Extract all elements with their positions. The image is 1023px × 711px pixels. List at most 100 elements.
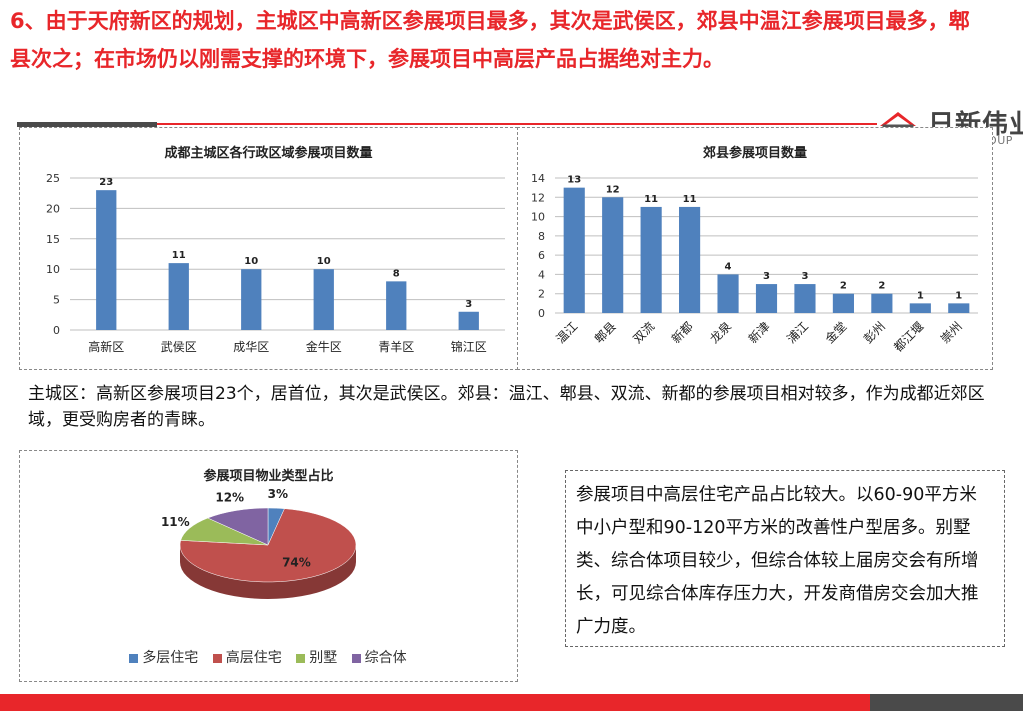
pie-value-label: 74% <box>282 555 311 569</box>
analysis-note-text: 参展项目中高层住宅产品占比较大。以60-90平方米中小户型和90-120平方米的… <box>576 485 979 637</box>
bar <box>717 274 739 313</box>
pie-value-label: 11% <box>161 515 190 529</box>
x-tick-label: 浦江 <box>784 319 811 346</box>
y-tick-label: 14 <box>531 172 545 185</box>
y-tick-label: 20 <box>46 202 60 215</box>
data-label: 11 <box>644 194 658 205</box>
bar <box>602 197 624 313</box>
y-tick-label: 4 <box>538 268 545 281</box>
urban-districts-chart-panel: 成都主城区各行政区域参展项目数量 0 5 10 15 20 25 23 高新区 11 武侯区 10 成… <box>19 127 518 370</box>
legend-item: 多层住宅 <box>129 647 198 667</box>
bar <box>313 269 334 330</box>
data-label: 4 <box>725 261 732 272</box>
data-label: 11 <box>683 194 697 205</box>
urban-districts-bar-chart: 0 5 10 15 20 25 23 高新区 11 武侯区 10 成华区 10 金牛区 8 青羊区 3 锦江区 <box>46 172 505 354</box>
pie-slice <box>207 507 269 546</box>
title-rule-dark <box>17 122 157 127</box>
data-label: 11 <box>172 250 186 261</box>
x-tick-label: 崇州 <box>938 319 965 346</box>
property-type-pie-panel: 参展项目物业类型占比 3% 74% 11% 12% <box>19 450 518 682</box>
bar <box>679 206 701 313</box>
x-tick-label: 龙泉 <box>707 319 734 346</box>
chart-title: 郊县参展项目数量 <box>702 146 807 161</box>
pie-legend: 多层住宅 高层住宅 别墅 综合体 <box>20 647 516 667</box>
data-label: 3 <box>763 271 770 282</box>
x-tick-label: 都江堰 <box>891 319 926 354</box>
x-tick-label: 青羊区 <box>378 339 414 354</box>
data-label: 10 <box>317 256 331 267</box>
x-tick-label: 武侯区 <box>161 340 197 354</box>
y-tick-label: 0 <box>53 324 60 337</box>
bar <box>640 206 662 313</box>
footer-bar-red <box>0 694 1023 711</box>
bar <box>755 284 778 313</box>
pie-slice-side <box>180 545 356 599</box>
bar <box>832 293 854 313</box>
data-label: 2 <box>878 281 885 292</box>
y-tick-label: 15 <box>46 233 60 246</box>
property-type-pie-chart: 3% 74% 11% 12% <box>161 487 357 599</box>
pie-value-label: 3% <box>268 487 288 501</box>
bar <box>563 187 585 313</box>
data-label: 10 <box>244 256 258 267</box>
data-label: 3 <box>465 299 472 310</box>
bar <box>871 293 893 313</box>
data-label: 8 <box>393 268 400 279</box>
x-tick-label: 郫县 <box>591 319 619 347</box>
y-tick-label: 10 <box>46 263 60 276</box>
bar <box>168 263 189 330</box>
y-tick-label: 6 <box>538 249 545 262</box>
legend-swatch <box>351 653 361 663</box>
data-label: 23 <box>99 177 113 188</box>
data-label: 13 <box>567 175 581 186</box>
x-tick-label: 成华区 <box>233 340 269 354</box>
chart-title: 成都主城区各行政区域参展项目数量 <box>164 146 373 161</box>
bar <box>241 269 262 330</box>
y-tick-label: 12 <box>531 191 545 204</box>
bar <box>386 281 407 330</box>
suburban-counties-chart-panel: 郊县参展项目数量 0 2 4 6 8 10 12 14 13 温江 12 郫县 11 双流 11 新都 4 龙泉 3… <box>517 127 993 370</box>
bar <box>96 190 117 330</box>
analysis-note-box: 参展项目中高层住宅产品占比较大。以60-90平方米中小户型和90-120平方米的… <box>565 470 1005 647</box>
legend-swatch <box>296 653 306 663</box>
legend-item: 高层住宅 <box>212 647 282 667</box>
x-tick-label: 锦江区 <box>451 340 487 354</box>
y-tick-label: 10 <box>531 211 545 224</box>
y-tick-label: 2 <box>538 288 545 301</box>
x-tick-label: 双流 <box>630 319 657 346</box>
x-tick-label: 新都 <box>668 319 696 347</box>
bar <box>794 284 816 313</box>
title-rule-red <box>157 123 877 125</box>
chart-title: 参展项目物业类型占比 <box>203 469 334 484</box>
y-tick-label: 8 <box>538 230 545 243</box>
legend-item: 综合体 <box>351 647 407 667</box>
legend-label: 综合体 <box>364 650 407 666</box>
data-label: 2 <box>840 281 847 292</box>
headline: 6、由于天府新区的规划，主城区中高新区参展项目最多，其次是武侯区，郊县中温江参展… <box>10 9 970 71</box>
data-label: 1 <box>955 290 962 301</box>
legend-swatch <box>129 653 139 663</box>
data-label: 12 <box>606 184 620 195</box>
legend-item: 别墅 <box>296 647 337 667</box>
x-tick-label: 金堂 <box>822 319 850 347</box>
pie-slice <box>179 508 357 583</box>
legend-label: 多层住宅 <box>142 650 199 666</box>
bar <box>458 311 479 330</box>
data-label: 1 <box>917 290 924 301</box>
y-tick-label: 25 <box>46 172 60 185</box>
footer-bar-dark <box>870 694 1023 711</box>
bar <box>909 303 931 313</box>
bar <box>948 303 970 313</box>
x-tick-label: 彭州 <box>861 319 888 346</box>
y-tick-label: 5 <box>53 294 60 307</box>
legend-label: 别墅 <box>309 650 338 666</box>
y-tick-label: 0 <box>538 307 545 320</box>
x-tick-label: 金牛区 <box>306 339 342 354</box>
data-label: 3 <box>801 271 808 282</box>
pie-value-label: 12% <box>215 491 244 505</box>
legend-label: 高层住宅 <box>225 650 282 666</box>
x-tick-label: 高新区 <box>88 339 124 354</box>
x-tick-label: 新津 <box>745 319 773 347</box>
summary-paragraph: 主城区：高新区参展项目23个，居首位，其次是武侯区。郊县：温江、郫县、双流、新都… <box>28 384 985 430</box>
